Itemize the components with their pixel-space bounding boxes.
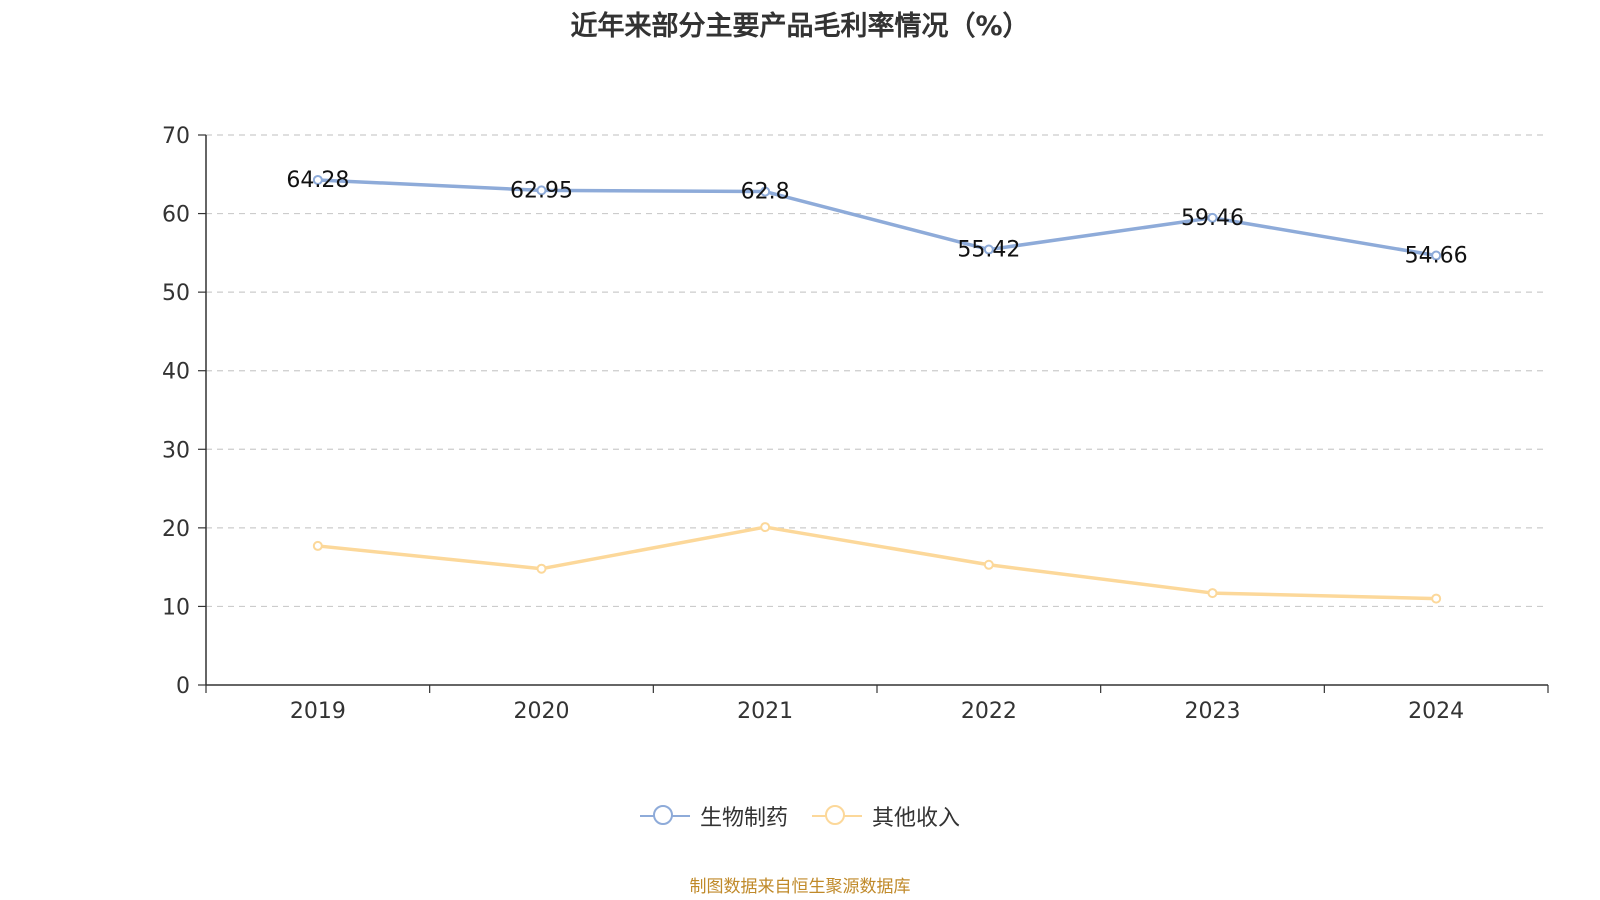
y-tick-label: 40 xyxy=(162,360,190,385)
data-point xyxy=(1207,212,1218,223)
data-label: 64.28 xyxy=(286,168,349,193)
data-label: 62.95 xyxy=(510,178,573,203)
data-point xyxy=(536,185,547,196)
chart-legend: 生物制药 其他收入 xyxy=(0,800,1600,832)
x-tick-label: 2024 xyxy=(1408,699,1464,724)
legend-marker-icon xyxy=(812,804,862,828)
y-tick-label: 10 xyxy=(162,595,190,620)
legend-label: 其他收入 xyxy=(872,806,961,831)
y-tick-label: 50 xyxy=(162,281,190,306)
data-label: 59.46 xyxy=(1181,206,1244,231)
data-point xyxy=(536,563,547,574)
data-label: 62.8 xyxy=(741,180,790,205)
legend-item[interactable]: 其他收入 xyxy=(812,800,960,832)
x-tick-label: 2020 xyxy=(514,699,570,724)
data-point xyxy=(1207,588,1218,599)
data-point xyxy=(1431,593,1442,604)
data-label: 55.42 xyxy=(957,238,1020,263)
y-tick-label: 0 xyxy=(176,674,190,699)
line-chart: 0 10 20 30 40 50 60 70 2019 2020 2021 2022 2023 2024 6… xyxy=(162,124,1549,724)
x-tick-label: 2023 xyxy=(1185,699,1241,724)
data-label: 54.66 xyxy=(1405,244,1468,269)
data-source-note: 制图数据来自恒生聚源数据库 xyxy=(689,877,911,897)
series-line xyxy=(317,525,1437,601)
data-point xyxy=(983,559,994,570)
y-tick-label: 30 xyxy=(162,438,190,463)
x-tick-label: 2021 xyxy=(737,699,793,724)
data-point xyxy=(312,540,323,551)
x-tick-label: 2019 xyxy=(290,699,346,724)
data-point xyxy=(760,522,771,533)
data-point xyxy=(1431,250,1442,261)
legend-label: 生物制药 xyxy=(699,806,788,831)
data-point xyxy=(983,244,994,255)
y-tick-label: 70 xyxy=(162,124,190,149)
y-tick-label: 20 xyxy=(162,517,190,542)
series-line xyxy=(317,178,1437,258)
chart-title: 近年来部分主要产品毛利率情况（%） xyxy=(570,11,1030,42)
data-point xyxy=(760,186,771,197)
x-tick-label: 2022 xyxy=(961,699,1017,724)
data-point xyxy=(312,174,323,185)
legend-marker-icon xyxy=(639,804,690,828)
legend-item[interactable]: 生物制药 xyxy=(639,800,788,832)
y-tick-label: 60 xyxy=(162,203,190,228)
